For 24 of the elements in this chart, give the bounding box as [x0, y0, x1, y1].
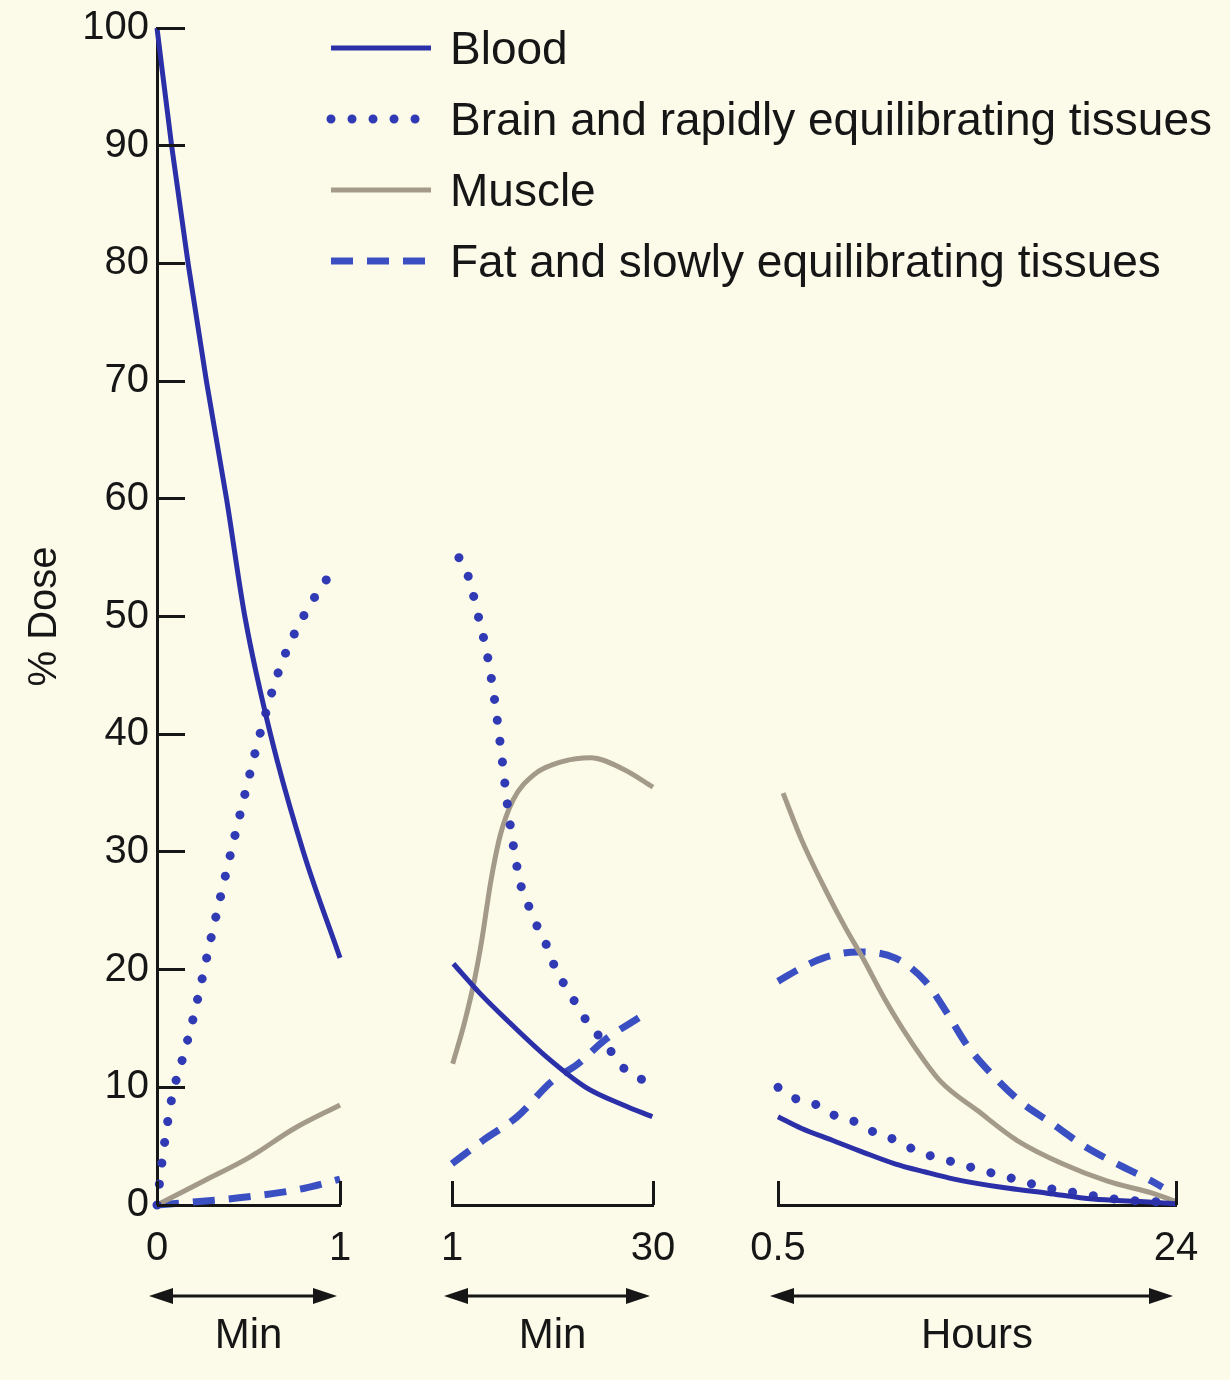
legend-label: Muscle [450, 162, 596, 217]
y-tick-label: 100 [82, 3, 149, 48]
y-axis-title: % Dose [20, 546, 65, 687]
y-tick-label: 20 [104, 944, 149, 989]
legend-label: Brain and rapidly equilibrating tissues [450, 91, 1212, 146]
y-tick-label: 10 [104, 1062, 149, 1107]
x-axis-title: Hours [920, 1310, 1034, 1358]
y-tick-label: 50 [104, 591, 149, 636]
legend-label: Fat and slowly equilibrating tissues [450, 233, 1161, 288]
legend-label: Blood [450, 20, 568, 75]
x-tick-label: 24 [1153, 1224, 1199, 1269]
x-axis-title: Min [214, 1310, 283, 1358]
x-tick-label: 1 [328, 1224, 352, 1269]
y-tick-label: 60 [104, 473, 149, 518]
x-tick-label: 30 [630, 1224, 676, 1269]
x-tick-label: 1 [440, 1224, 464, 1269]
y-tick-label: 80 [104, 238, 149, 283]
x-tick-label: 0.5 [750, 1224, 806, 1269]
y-tick-label: 70 [104, 356, 149, 401]
y-tick-label: 0 [126, 1180, 149, 1225]
y-tick-label: 40 [104, 709, 149, 754]
y-tick-label: 90 [104, 120, 149, 165]
y-tick-label: 30 [104, 826, 149, 871]
x-axis-title: Min [518, 1310, 587, 1358]
